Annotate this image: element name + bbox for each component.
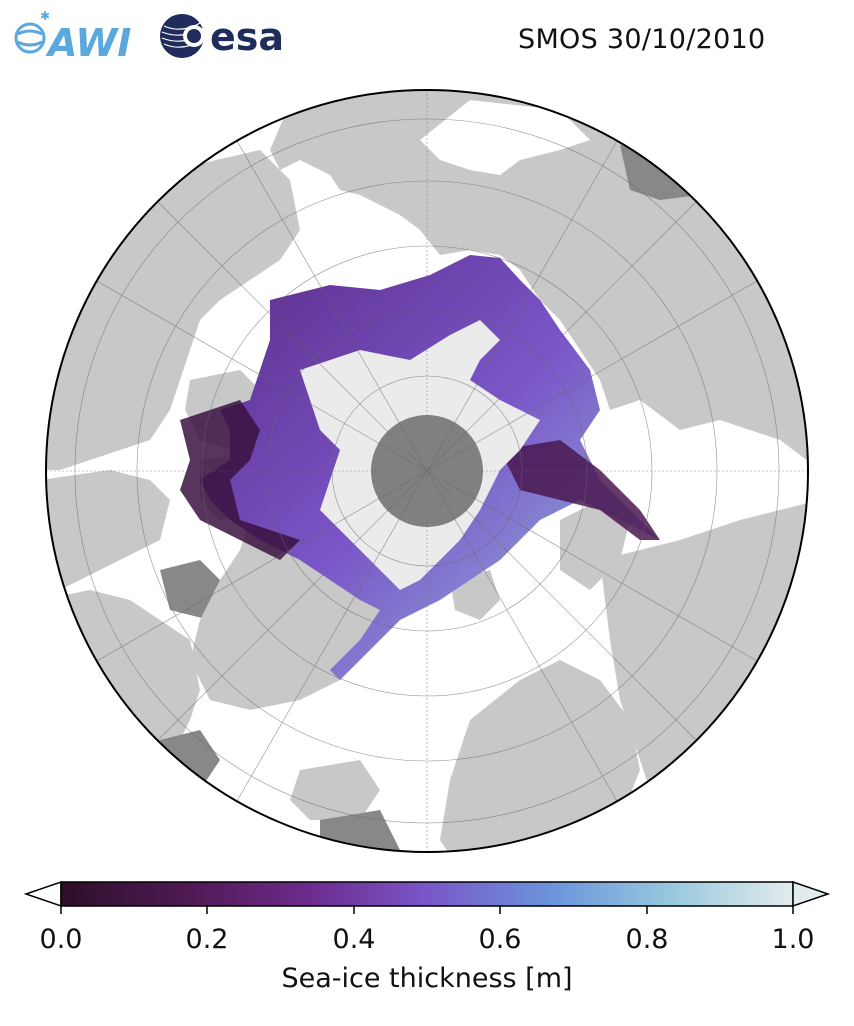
colorbar-extend-high bbox=[792, 880, 831, 908]
land-russia-west bbox=[600, 500, 808, 852]
colorbar-tick-4: 0.8 bbox=[625, 924, 669, 955]
colorbar-ticks bbox=[60, 906, 794, 914]
colorbar-gradient bbox=[60, 881, 794, 907]
land-bering bbox=[46, 470, 170, 600]
very-thin-ice bbox=[180, 400, 300, 560]
esa-logo-text: esa bbox=[210, 15, 284, 59]
land-gap-laptev bbox=[420, 100, 590, 175]
land-iceland bbox=[290, 760, 380, 820]
land-novaya-zemlya bbox=[560, 500, 630, 590]
map-title: SMOS 30/10/2010 bbox=[518, 24, 766, 55]
colorbar bbox=[23, 880, 831, 914]
land-uk-dark bbox=[320, 810, 400, 852]
esa-logo: esa bbox=[160, 14, 284, 59]
colorbar-tick-5: 1.0 bbox=[771, 924, 815, 955]
colorbar-tick-1: 0.2 bbox=[185, 924, 229, 955]
graticule bbox=[46, 90, 808, 852]
svg-text:✱: ✱ bbox=[40, 9, 50, 23]
colorbar-tick-0: 0.0 bbox=[39, 924, 83, 955]
awi-logo-text: AWI bbox=[45, 21, 131, 64]
awi-logo: ✱ AWI bbox=[14, 9, 131, 64]
colorbar-tick-2: 0.4 bbox=[332, 924, 376, 955]
colorbar-tick-3: 0.6 bbox=[478, 924, 522, 955]
map-boundary bbox=[45, 89, 809, 853]
colorbar-extend-low bbox=[23, 880, 62, 908]
colorbar-label: Sea-ice thickness [m] bbox=[281, 963, 573, 994]
very-thin-ice-east bbox=[500, 440, 660, 540]
polar-map bbox=[45, 89, 809, 853]
